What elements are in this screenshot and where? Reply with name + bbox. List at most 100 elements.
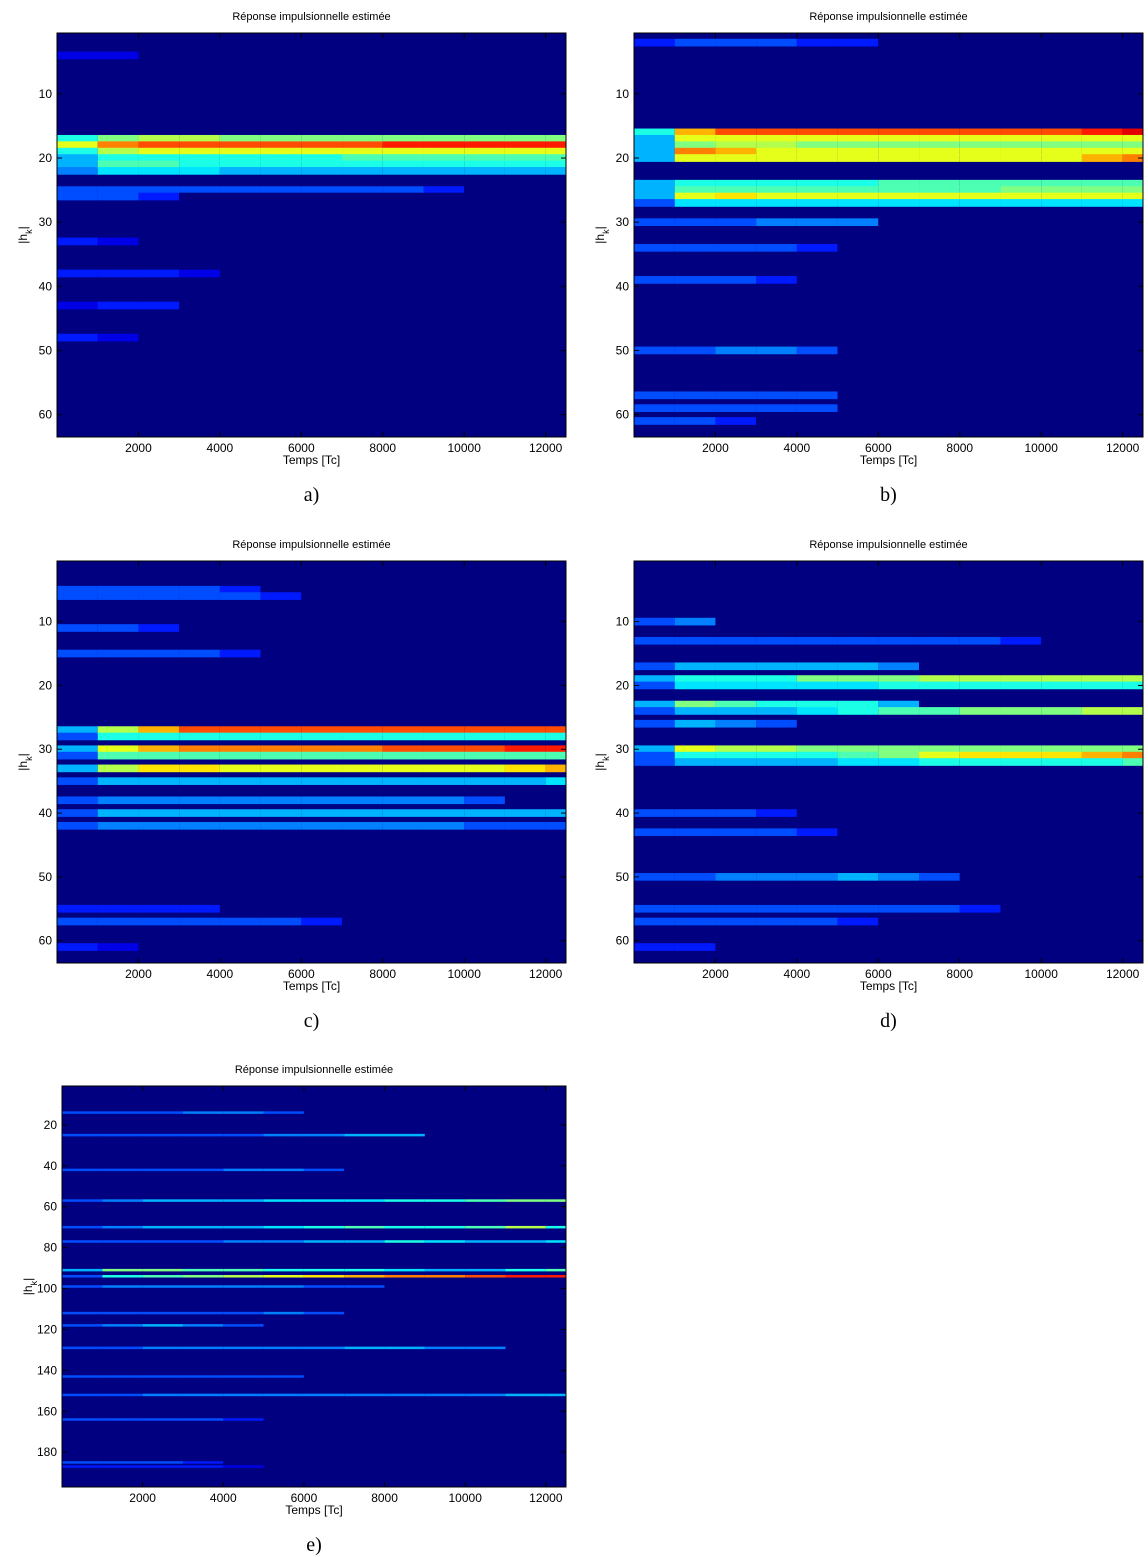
heat-cell (303, 1324, 345, 1327)
y-axis-label-part: | (593, 226, 607, 229)
heat-cell (423, 624, 465, 632)
x-tick-label: 8000 (371, 1491, 398, 1505)
heat-cell (179, 649, 220, 658)
y-tick-label: 10 (616, 615, 630, 629)
heat-cell (505, 1465, 546, 1468)
y-tick-label: 80 (44, 1241, 58, 1255)
heat-cell (878, 943, 920, 951)
heat-cell (219, 943, 261, 951)
heat-cell (57, 777, 98, 785)
heat-cell (545, 1240, 566, 1243)
heat-cell (634, 745, 675, 754)
heat-cell (634, 404, 675, 412)
heat-cell (959, 751, 1001, 760)
heat-cell (796, 417, 838, 425)
x-tick-label: 4000 (784, 967, 811, 981)
heat-cell (504, 745, 546, 754)
heat-cell (423, 732, 465, 741)
heat-cell (1000, 917, 1042, 926)
heat-cell (715, 134, 757, 143)
heat-cell (102, 1324, 143, 1327)
y-tick-label: 180 (37, 1445, 57, 1459)
heat-cell (344, 1268, 385, 1272)
heat-cell (138, 134, 180, 143)
heat-cell (260, 764, 302, 773)
heat-cell (674, 134, 716, 143)
heat-cell (260, 192, 302, 201)
heat-cell (1081, 147, 1123, 156)
x-tick-label: 6000 (291, 1491, 318, 1505)
heat-cell (959, 147, 1001, 156)
heat-cell (504, 301, 546, 310)
heat-cell (424, 1168, 466, 1172)
heat-cell (382, 649, 424, 658)
heat-cell (756, 809, 797, 817)
heat-cell (97, 592, 139, 600)
heat-cell (57, 333, 98, 342)
heat-cell (756, 141, 797, 150)
y-axis-label: |hk| (593, 753, 611, 770)
caption: d) (880, 1010, 897, 1032)
heat-cell (263, 1393, 304, 1397)
heat-cell (102, 1465, 143, 1468)
heat-cell (715, 745, 757, 754)
heat-cell (634, 707, 675, 715)
heat-cell (796, 391, 838, 400)
heat-cell (465, 1346, 506, 1350)
heat-cell (465, 1375, 506, 1378)
heat-cell (634, 681, 675, 690)
heat-cell (634, 719, 675, 728)
heat-cell (97, 726, 139, 734)
heat-cell (263, 1168, 304, 1172)
heat-cell (756, 134, 797, 143)
heat-cell (260, 904, 302, 913)
heat-cell (97, 154, 139, 162)
heat-cell (505, 1275, 546, 1278)
heat-cell (919, 719, 960, 728)
heat-cell (919, 404, 960, 412)
heat-cell (1122, 141, 1143, 150)
heat-cell (344, 1324, 385, 1327)
heat-cell (303, 1418, 345, 1421)
heat-cell (796, 662, 838, 671)
heat-cell (919, 179, 960, 188)
heat-cell (715, 917, 757, 926)
heat-cell (504, 585, 546, 594)
heat-cell (424, 1393, 466, 1397)
heat-cell (756, 186, 797, 194)
heat-cell (1122, 758, 1143, 766)
heat-cell (1081, 904, 1123, 913)
heat-cell (342, 726, 383, 734)
heat-cell (959, 681, 1001, 690)
heat-cell (57, 751, 98, 760)
heat-cell (715, 391, 757, 400)
heat-cell (756, 243, 797, 252)
heat-cell (1122, 134, 1143, 143)
heat-cell (344, 1418, 385, 1421)
heat-cell (1081, 758, 1123, 766)
heat-cell (796, 809, 838, 817)
heat-cell (837, 758, 879, 766)
heat-cell (756, 745, 797, 754)
heat-cell (1000, 809, 1042, 817)
heat-cell (382, 809, 424, 817)
heat-cell (465, 1393, 506, 1397)
heat-cell (837, 134, 879, 143)
heat-cell (342, 147, 383, 156)
heat-cell (102, 1240, 143, 1243)
heat-cell (919, 745, 960, 754)
heat-cell (1000, 391, 1042, 400)
heat-cell (179, 904, 220, 913)
heat-cell (837, 617, 879, 626)
heat-cell (545, 726, 566, 734)
heat-cell (796, 758, 838, 766)
heat-cell (223, 1111, 264, 1114)
heat-cell (505, 1324, 546, 1327)
heat-cell (423, 167, 465, 175)
heat-cell (504, 777, 546, 785)
heat-cell (223, 1418, 264, 1421)
heat-cell (756, 700, 797, 709)
heat-cell (138, 333, 180, 342)
y-tick-label: 10 (39, 615, 53, 629)
heat-cell (424, 1111, 466, 1114)
